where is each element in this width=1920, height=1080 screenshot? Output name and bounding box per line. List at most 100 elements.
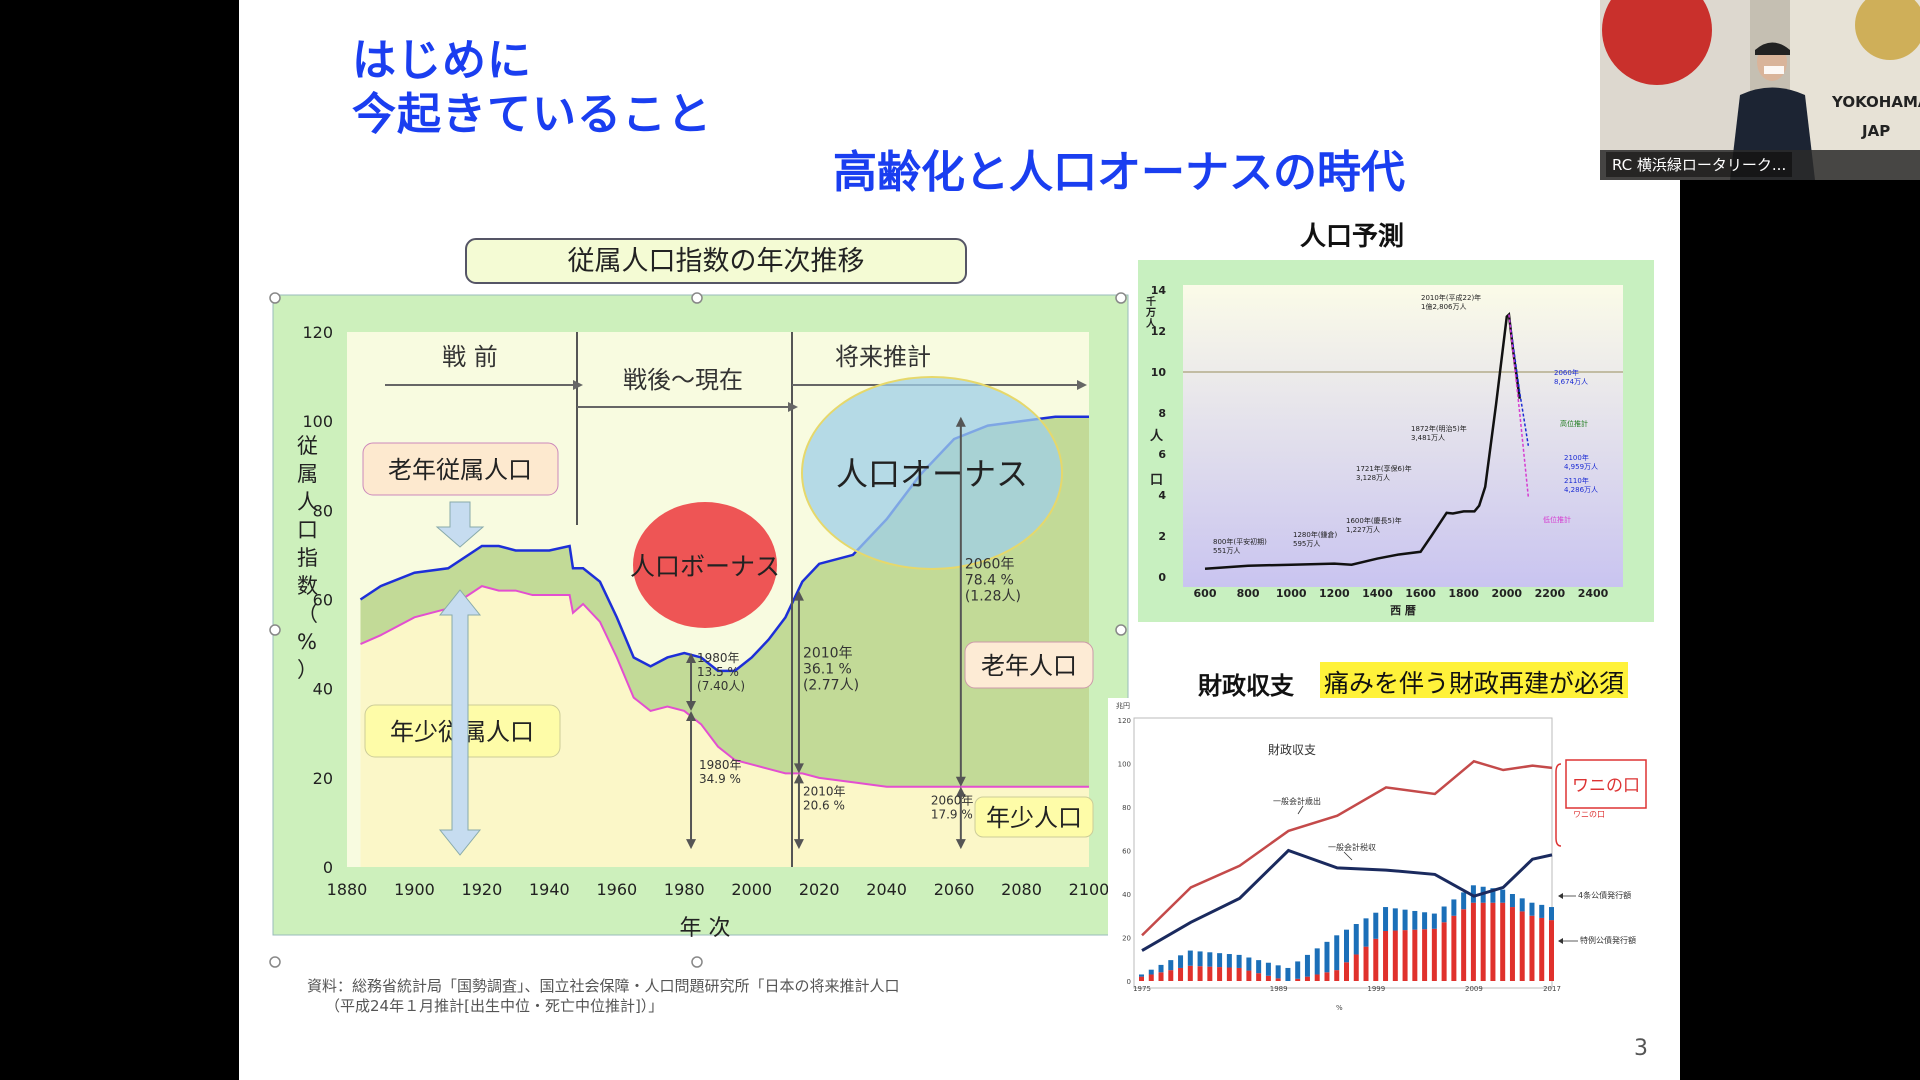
population-chart: 0 2 4 6 8 10 12 14 600 800 1000 1200 1400 1600 1800 200…	[1138, 260, 1654, 622]
slide-title-block: はじめに 今起きていること	[352, 34, 712, 142]
measure-2010-elderly-tail	[793, 763, 804, 774]
bar-4jo	[1304, 954, 1310, 977]
dep-ylabel: 従属人口指数（%）	[297, 434, 318, 682]
annot-2010-youth: 2010年 20.6 %	[803, 785, 846, 813]
dep-ytick: 40	[313, 680, 333, 699]
bar-4jo	[1392, 908, 1398, 931]
pop-annot-2110: 2110年 4,286万人	[1564, 476, 1598, 494]
pop-xtick: 600	[1194, 587, 1217, 600]
bar-tokurei	[1304, 976, 1310, 981]
era-prewar: 戦 前	[442, 343, 498, 371]
pop-xtick: 2200	[1535, 587, 1566, 600]
pop-xlabel: 西 暦	[1390, 604, 1416, 617]
fis-ytick: 60	[1122, 848, 1131, 856]
bar-4jo	[1373, 912, 1379, 939]
pop-annot-800: 800年(平安初期) 551万人	[1213, 537, 1267, 555]
fis-xtick: 1999	[1367, 985, 1385, 993]
dep-ytick: 60	[313, 591, 333, 610]
measure-2060-elderly-head	[955, 416, 966, 427]
fiscal-xlabel: %	[1336, 1004, 1343, 1012]
bar-tokurei	[1158, 972, 1164, 981]
pop-ytick: 4	[1158, 489, 1166, 502]
callout-youth-box	[974, 796, 1094, 838]
slide-title-line2: 今起きていること	[352, 89, 712, 140]
bar-tokurei	[1178, 967, 1184, 981]
pop-xtick: 1000	[1276, 587, 1307, 600]
annot-2060-elderly: 2060年 78.4 % (1.28人)	[965, 556, 1021, 604]
dep-xtick: 2000	[731, 880, 772, 899]
arrow-down-elderly	[435, 501, 485, 548]
callout-elderly: 老年人口	[981, 652, 1077, 680]
dep-source-1: 資料：総務省統計局「国勢調査」、国立社会保障・人口問題研究所「日本の将来推計人口	[307, 977, 900, 995]
fis-ytick: 20	[1122, 935, 1131, 943]
bar-4jo	[1509, 894, 1515, 908]
dep-xtick: 1900	[394, 880, 435, 899]
bar-tokurei	[1519, 911, 1525, 981]
bar-4jo	[1519, 898, 1525, 912]
dep-xtick: 1980	[664, 880, 705, 899]
bar-tokurei	[1529, 915, 1535, 981]
bar-tokurei	[1295, 978, 1301, 981]
annot-2010-elderly: 2010年 36.1 % (2.77人)	[803, 645, 859, 693]
dep-ytick: 120	[302, 323, 333, 342]
bar-4jo	[1314, 948, 1320, 975]
dep-xtick: 1880	[327, 880, 368, 899]
bar-4jo	[1256, 960, 1262, 974]
youth-line	[360, 585, 1089, 788]
measure-1980-elderly-head	[686, 653, 697, 663]
fis-ytick: 80	[1122, 804, 1131, 812]
bar-tokurei	[1441, 922, 1447, 981]
bar-tokurei	[1334, 970, 1340, 981]
bar-4jo	[1412, 910, 1418, 930]
line-tax	[1141, 848, 1553, 952]
line-expenditure	[1141, 759, 1553, 937]
dep-annotations: 1980年 13.5 % (7.40人) 1980年 34.9 % 2010年 36.1 %…	[686, 416, 1021, 850]
bar-4jo	[1158, 964, 1164, 973]
pop-annot-2010: 2010年(平成22)年 1億2,806万人	[1421, 293, 1481, 311]
webcam-label: RC 横浜緑ロータリーク...	[1606, 152, 1793, 177]
dep-ytick: 80	[313, 501, 333, 520]
bar-tokurei	[1461, 909, 1467, 981]
bar-tokurei	[1539, 917, 1545, 981]
pop-annot-low: 低位推計	[1543, 515, 1571, 524]
pop-annot-2060: 2060年 8,674万人	[1554, 368, 1588, 386]
pop-plot	[1183, 311, 1623, 571]
banner-text-2: JAP	[1861, 122, 1890, 140]
callout-elderly-dep: 老年従属人口	[388, 456, 532, 484]
pop-annot-1600: 1600年(慶長5)年 1,227万人	[1346, 516, 1402, 534]
bar-tokurei	[1139, 976, 1144, 981]
bar-4jo	[1539, 904, 1545, 918]
bar-tokurei	[1490, 902, 1496, 981]
onus-label: 人口オーナス	[836, 455, 1028, 493]
pop-annot-1280: 1280年(鎌倉) 595万人	[1293, 530, 1338, 548]
bar-4jo	[1236, 954, 1242, 968]
dep-xtick: 2080	[1001, 880, 1042, 899]
pop-xtick: 1200	[1319, 587, 1350, 600]
bar-tokurei	[1549, 920, 1554, 981]
legend-4jo: 4条公債発行額	[1578, 890, 1631, 900]
bar-4jo	[1549, 907, 1554, 921]
bar-4jo	[1344, 929, 1349, 963]
bar-tokurei	[1431, 928, 1437, 981]
fiscal-chart: 0 20 40 60 80 100 120 1975 1989 1999 2009 2017 兆円 財…	[1108, 698, 1668, 1013]
bar-tokurei	[1500, 902, 1506, 981]
callout-elderly-box	[964, 641, 1094, 689]
wani-label: ワニの口	[1572, 776, 1640, 796]
dep-header: 従属人口指数の年次推移	[568, 246, 865, 277]
fis-xtick: 2017	[1543, 985, 1561, 993]
measure-1980-youth-head	[686, 710, 697, 721]
bar-tokurei	[1392, 930, 1398, 981]
bar-4jo	[1285, 967, 1291, 981]
bar-tokurei	[1412, 929, 1418, 981]
measure-2010-youth-tail	[793, 839, 804, 850]
bar-4jo	[1402, 909, 1408, 931]
bar-tokurei	[1422, 929, 1428, 981]
bar-4jo	[1139, 974, 1144, 977]
bar-4jo	[1431, 913, 1437, 929]
pop-annot-1721: 1721年(享保6)年 3,128万人	[1356, 464, 1412, 482]
measure-2060-elderly-tail	[955, 776, 966, 787]
onus-ellipse	[801, 376, 1063, 570]
bar-tokurei	[1275, 978, 1281, 981]
bar-4jo	[1441, 906, 1447, 923]
bar-tokurei	[1344, 962, 1349, 981]
